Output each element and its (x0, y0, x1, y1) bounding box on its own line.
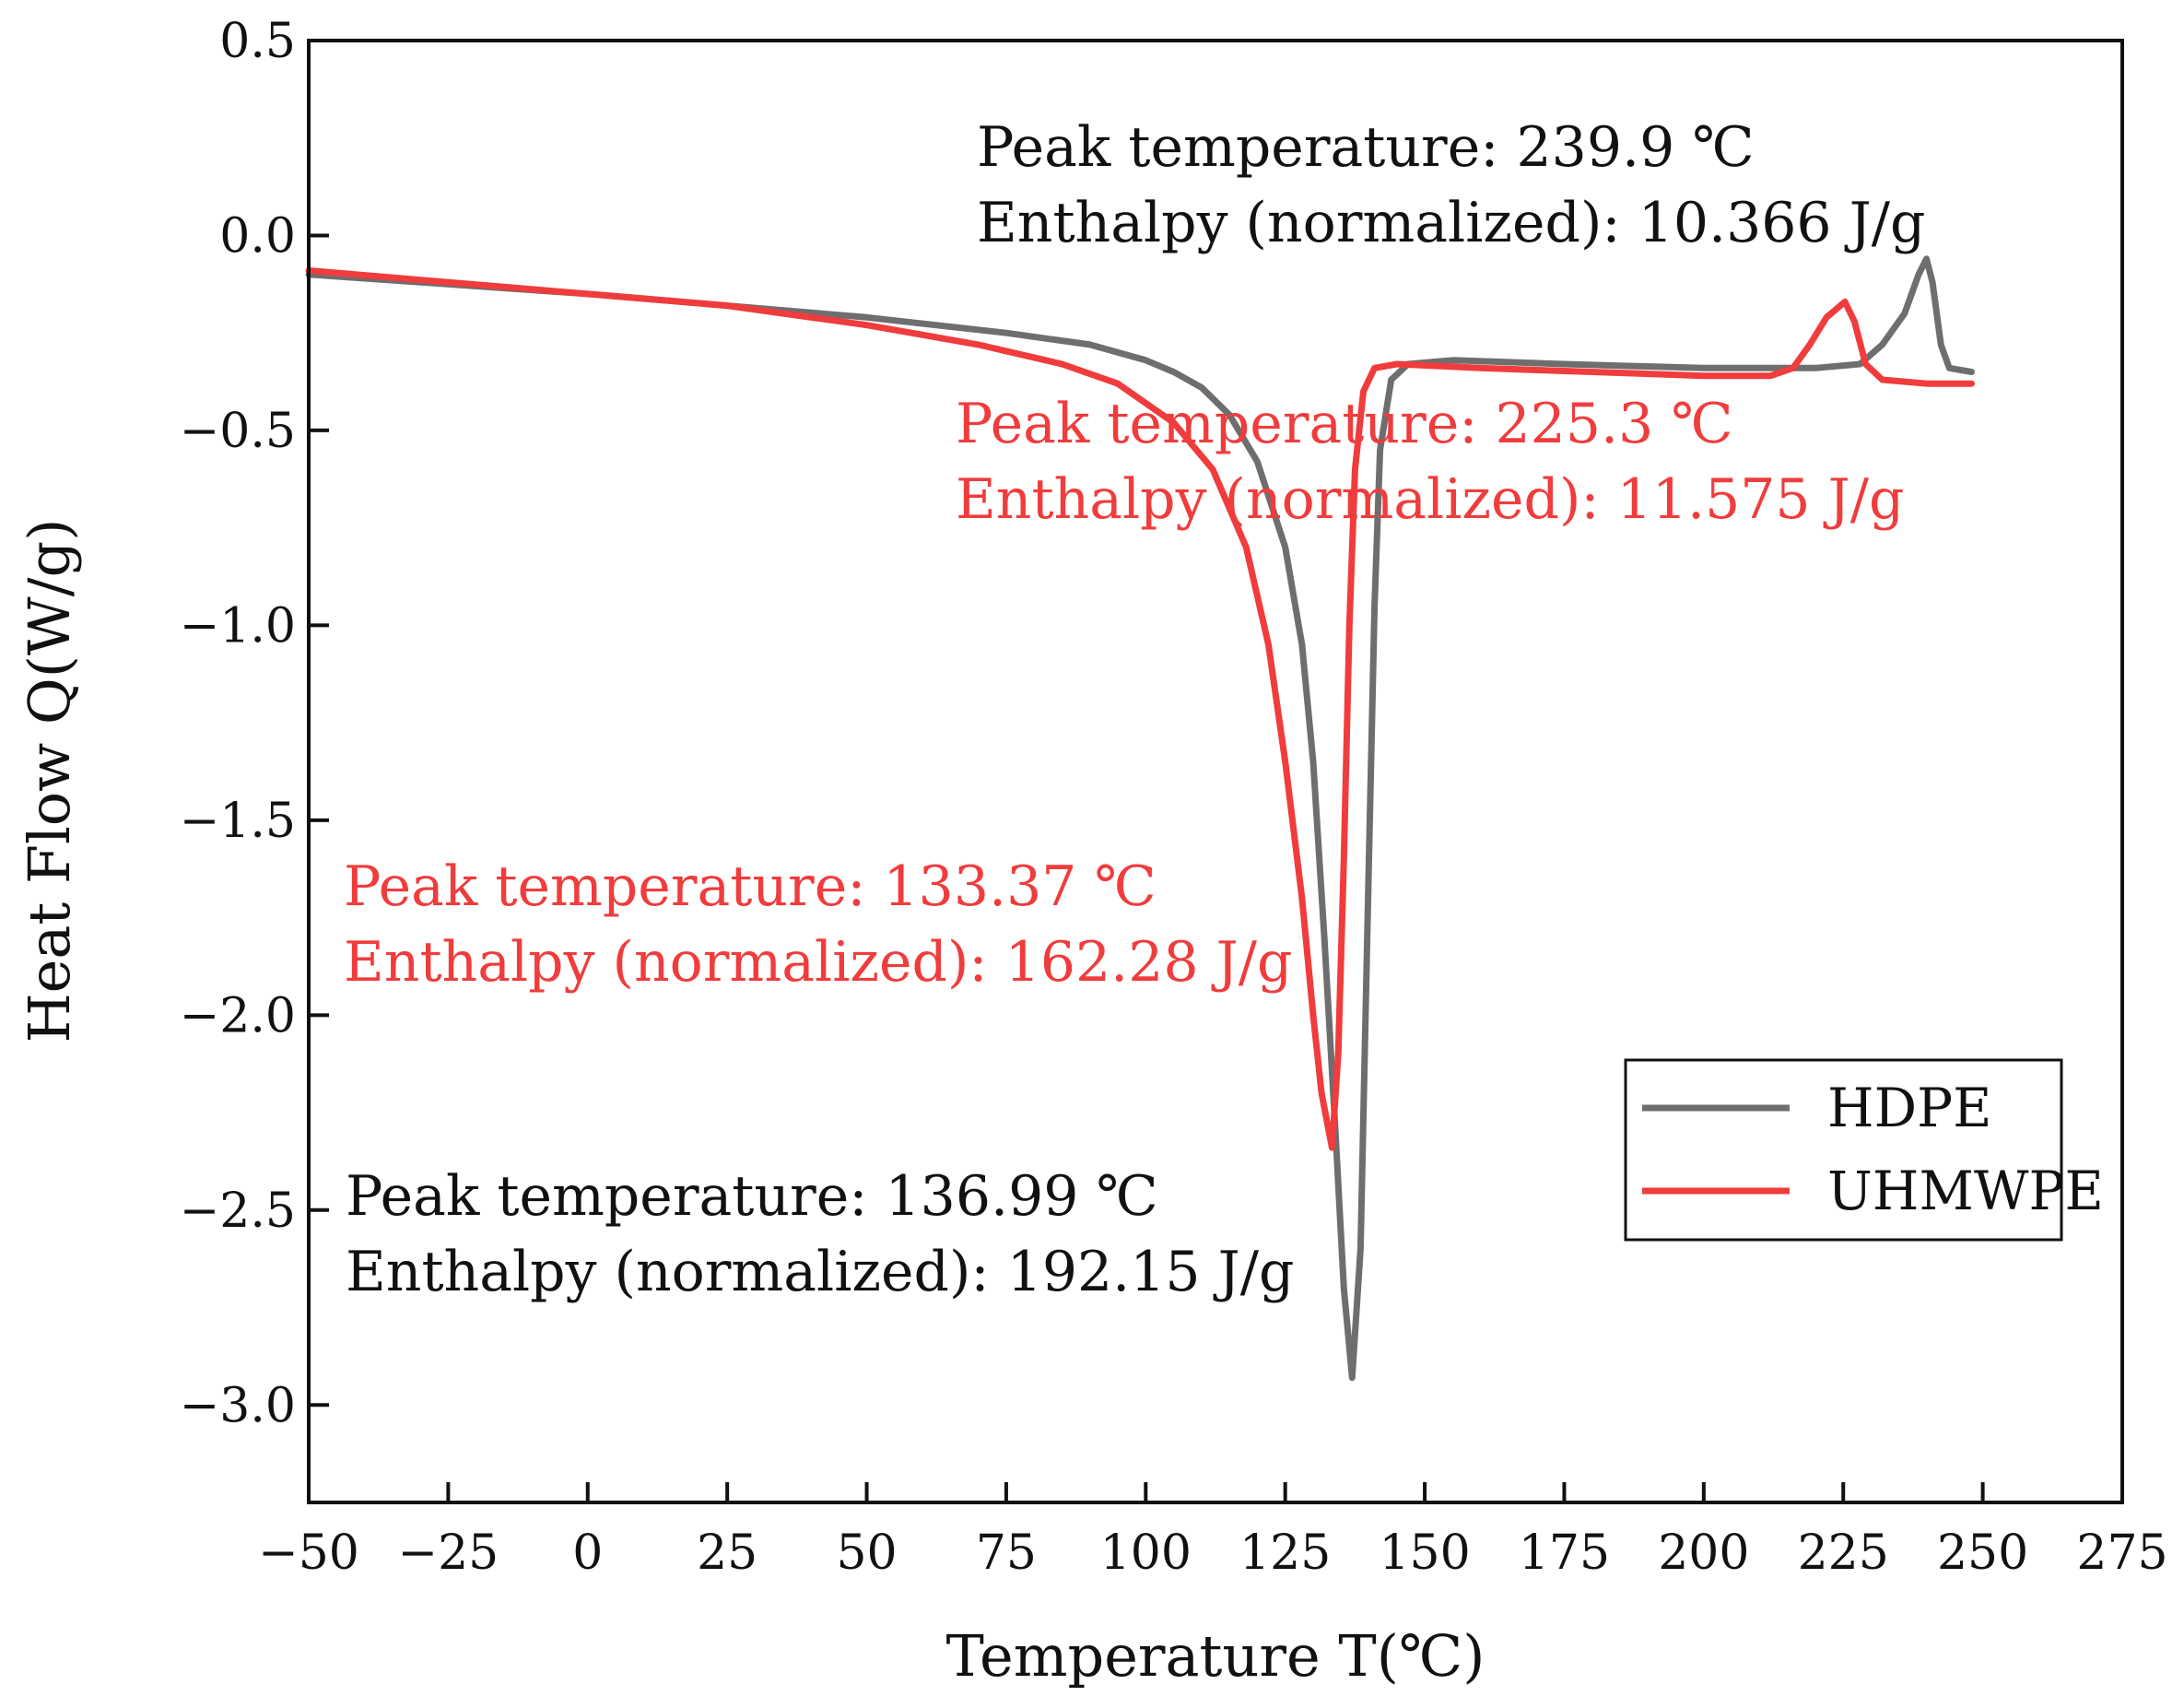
y-axis-title: Heat Flow Q(W/g) (16, 519, 83, 1043)
y-tick-label: −2.0 (180, 988, 296, 1043)
peak-annotation-temperature: Peak temperature: 133.37 ℃ (344, 854, 1157, 919)
x-tick-label: 125 (1239, 1525, 1331, 1581)
ticks-layer: −50 −25 0 25 50 75 100 125 150 175 200 225 250 275 0.5… (180, 14, 2168, 1581)
peak-annotation-enthalpy: Enthalpy (normalized): 192.15 J/g (346, 1240, 1294, 1304)
annotations-layer: Peak temperature: 239.9 ℃ Enthalpy (norma… (344, 115, 1925, 1304)
series-line-uhmwpe (305, 267, 1975, 1151)
x-tick-label: 100 (1100, 1525, 1192, 1581)
legend-label: HDPE (1827, 1077, 1991, 1139)
x-tick-label: 50 (836, 1525, 897, 1581)
x-tick-label: 275 (2076, 1525, 2167, 1581)
x-tick-label: 225 (1798, 1525, 1889, 1581)
series-line-hdpe (305, 255, 1975, 1382)
y-tick-label: 0.0 (219, 208, 296, 264)
peak-annotation-enthalpy: Enthalpy (normalized): 162.28 J/g (344, 930, 1292, 995)
y-tick-label: −1.0 (180, 598, 296, 654)
legend-label: UHMWPE (1827, 1160, 2104, 1222)
y-tick-label: −2.5 (180, 1184, 296, 1239)
legend: HDPE UHMWPE (1624, 1058, 2104, 1242)
peak-annotation-temperature: Peak temperature: 239.9 ℃ (977, 115, 1754, 180)
y-tick-label: 0.5 (219, 14, 296, 69)
x-tick-label: −25 (398, 1525, 499, 1581)
peak-annotation-enthalpy: Enthalpy (normalized): 11.575 J/g (956, 467, 1904, 532)
series-layer (305, 255, 1975, 1382)
x-tick-label: 0 (572, 1525, 603, 1581)
x-tick-label: −50 (258, 1525, 359, 1581)
x-tick-label: 175 (1519, 1525, 1610, 1581)
peak-annotation-enthalpy: Enthalpy (normalized): 10.366 J/g (977, 191, 1925, 255)
x-tick-label: 200 (1658, 1525, 1749, 1581)
peak-annotation-temperature: Peak temperature: 136.99 ℃ (346, 1164, 1158, 1229)
y-tick-label: −3.0 (180, 1378, 296, 1433)
legend-box (1624, 1058, 2063, 1242)
x-tick-label: 250 (1937, 1525, 2028, 1581)
x-axis-title: Temperature T(℃) (946, 1622, 1485, 1690)
x-tick-label: 25 (697, 1525, 757, 1581)
peak-annotation-temperature: Peak temperature: 225.3 ℃ (956, 392, 1732, 456)
y-tick-label: −1.5 (180, 794, 296, 849)
x-tick-label: 75 (976, 1525, 1037, 1581)
x-tick-label: 150 (1379, 1525, 1470, 1581)
plot-frame (307, 39, 2124, 1504)
y-tick-label: −0.5 (180, 404, 296, 459)
